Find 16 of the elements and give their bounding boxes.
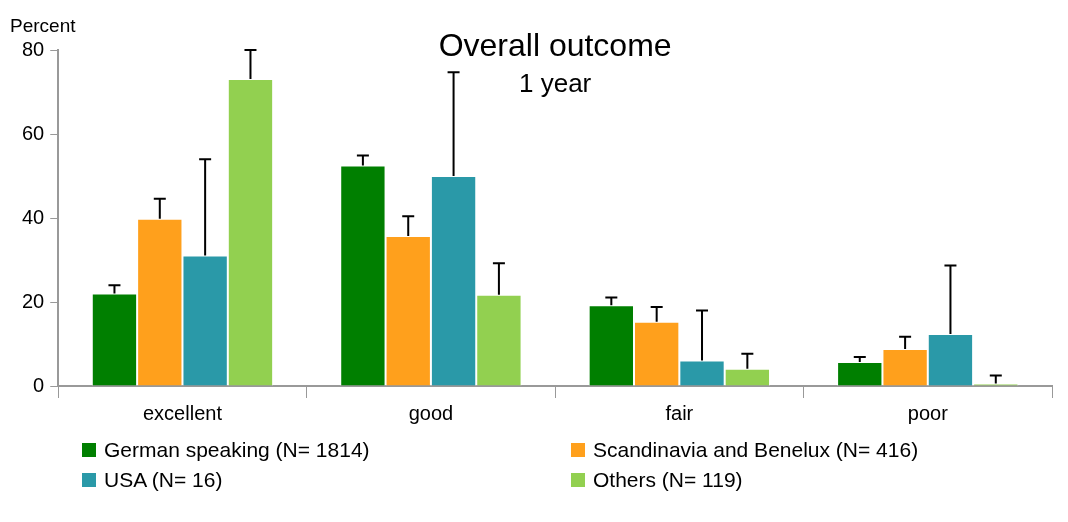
y-tick-label: 40	[22, 205, 45, 228]
y-tick-label: 0	[33, 373, 45, 396]
y-tick-label: 20	[22, 289, 45, 312]
y-axis-title: Percent	[10, 15, 77, 36]
legend-label: USA (N= 16)	[104, 468, 223, 492]
x-tick-label: good	[408, 401, 454, 424]
y-tick-label: 60	[22, 121, 45, 144]
legend-label: German speaking (N= 1814)	[104, 438, 370, 462]
legend-label: Others (N= 119)	[593, 468, 743, 492]
chart-title: Overall outcome	[438, 27, 672, 63]
legend-label: Scandinavia and Benelux (N= 416)	[593, 438, 919, 462]
x-tick-label: poor	[907, 401, 949, 424]
text: 1 year	[518, 68, 592, 98]
x-tick-label: excellent	[143, 401, 223, 424]
x-tick-label: fair	[665, 401, 694, 424]
y-tick-label: 80	[22, 37, 45, 60]
